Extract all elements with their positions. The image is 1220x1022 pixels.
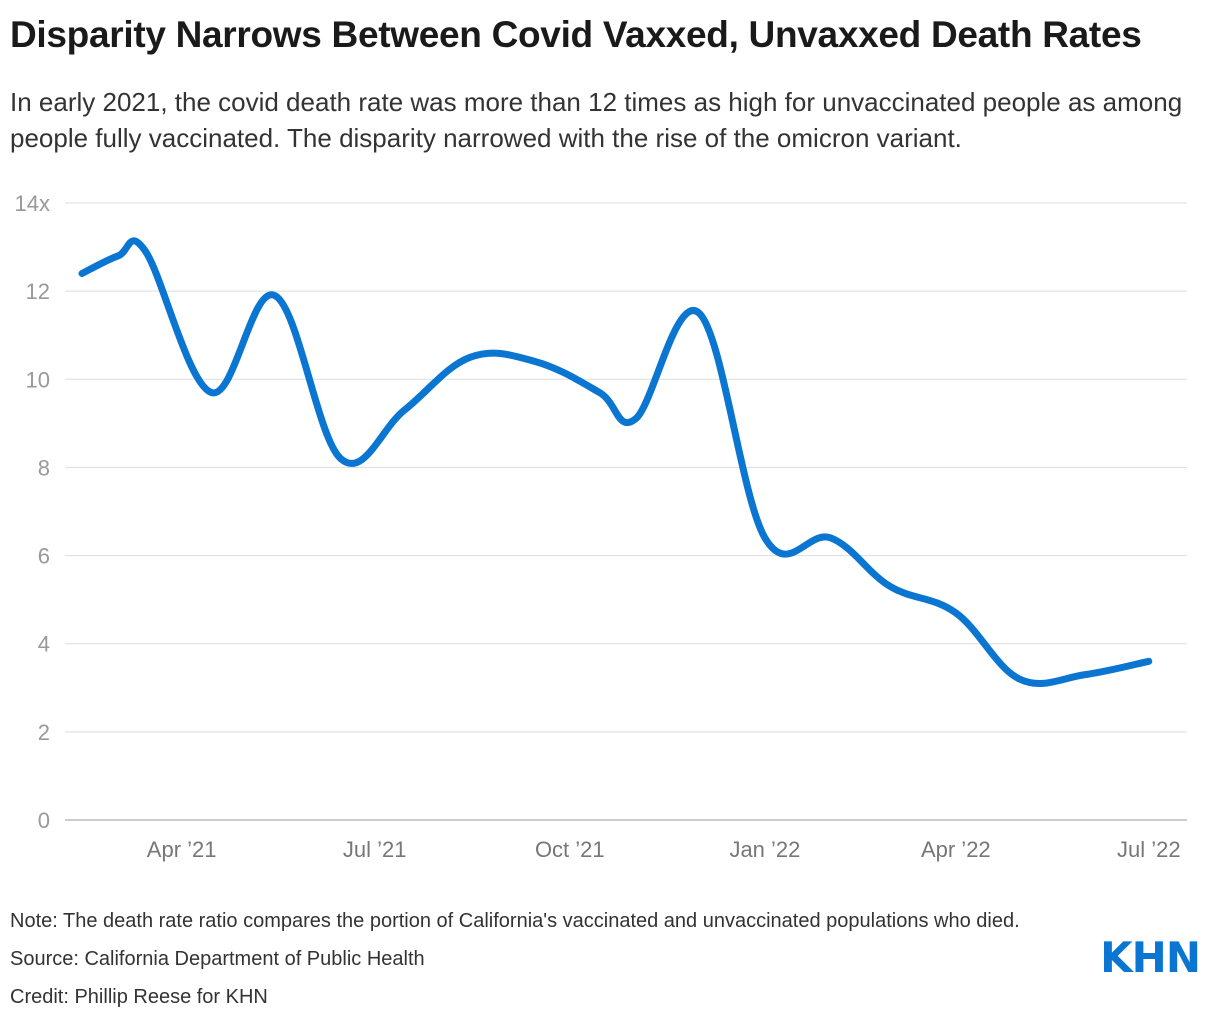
death-rate-ratio-line — [78, 237, 1153, 687]
grid-layer — [65, 202, 1187, 821]
x-tick-label: Jul ’22 — [1117, 837, 1181, 862]
y-tick-label: 2 — [38, 720, 50, 745]
khn-logo: KHN — [1100, 933, 1201, 982]
chart-note: Note: The death rate ratio compares the … — [10, 910, 1020, 932]
y-axis-labels: 0 2 4 6 8 10 12 14x — [15, 191, 50, 833]
series-layer — [78, 237, 1153, 687]
y-tick-label: 0 — [38, 808, 50, 833]
y-tick-label: 8 — [38, 455, 50, 480]
x-tick-label: Apr ’22 — [921, 837, 991, 862]
x-axis-labels: Apr ’21 Jul ’21 Oct ’21 Jan ’22 Apr ’22 Jul ’… — [147, 837, 1181, 862]
x-tick-label: Jul ’21 — [343, 837, 407, 862]
chart-credit: Credit: Phillip Reese for KHN — [10, 986, 268, 1008]
chart-source: Source: California Department of Public … — [10, 948, 425, 970]
x-tick-label: Apr ’21 — [147, 837, 217, 862]
y-tick-label: 4 — [38, 632, 50, 657]
y-tick-label: 10 — [26, 367, 50, 392]
y-tick-label: 14x — [15, 191, 50, 216]
chart-subtitle: In early 2021, the covid death rate was … — [10, 87, 1183, 153]
x-tick-label: Jan ’22 — [729, 837, 800, 862]
chart-title: Disparity Narrows Between Covid Vaxxed, … — [10, 14, 1142, 55]
y-tick-label: 12 — [26, 279, 50, 304]
line-chart: 0 2 4 6 8 10 12 14x Apr ’21 Jul ’21 Oct ’21 Jan ’2… — [15, 191, 1187, 862]
y-tick-label: 6 — [38, 544, 50, 569]
x-tick-label: Oct ’21 — [535, 837, 605, 862]
